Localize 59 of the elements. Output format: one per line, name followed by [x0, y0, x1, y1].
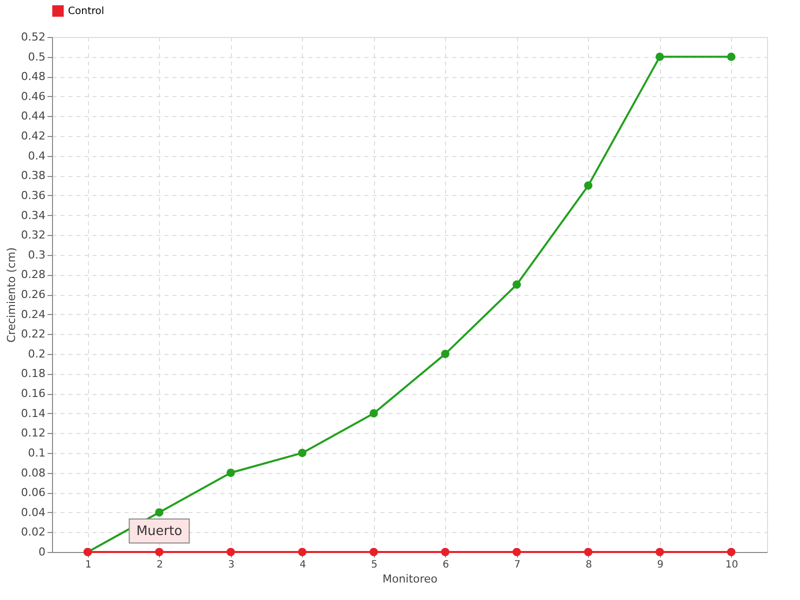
point	[298, 548, 306, 556]
x-tick-label: 2	[156, 560, 163, 570]
y-tick-label: 0.04	[21, 506, 46, 519]
y-tick-label: 0.42	[21, 130, 46, 143]
y-tick-label: 0.34	[21, 208, 46, 222]
point	[656, 548, 664, 556]
y-tick-label: 0.18	[21, 367, 46, 380]
point	[441, 350, 450, 358]
y-tick-label: 0.12	[21, 426, 46, 440]
annotation: Muerto	[136, 524, 182, 539]
x-tick-label: 7	[514, 560, 520, 570]
point	[370, 409, 378, 418]
point	[584, 181, 592, 190]
x-tick-label: 1	[85, 560, 92, 570]
y-tick-label: 0.22	[21, 328, 46, 341]
point	[656, 52, 664, 61]
y-axis-title: Crecimiento (cm)	[5, 247, 18, 343]
x-tick-label: 3	[228, 560, 234, 570]
y-tick-label: 0.28	[21, 268, 46, 282]
x-tick-label: 9	[657, 560, 664, 570]
legend-label: Control	[68, 6, 104, 17]
y-tick-label: 0.38	[21, 169, 46, 182]
y-tick-label: 0.1	[28, 446, 46, 460]
point	[155, 548, 164, 556]
point	[727, 52, 736, 61]
y-tick-label: 0.02	[21, 526, 46, 539]
point	[584, 548, 592, 556]
y-tick-label: 0.26	[21, 288, 46, 301]
y-tick-label: 0.14	[21, 406, 46, 420]
point	[370, 548, 378, 556]
x-axis-title: Monitoreo	[382, 572, 438, 586]
y-tick-label: 0.44	[21, 110, 46, 123]
y-tick-label: 0.5	[28, 50, 46, 64]
x-tick-label: 5	[371, 560, 378, 570]
y-tick-label: 0.08	[21, 466, 46, 480]
point	[155, 508, 164, 517]
x-tick-label: 6	[442, 560, 449, 570]
y-tick-label: 0.52	[21, 30, 46, 44]
point	[226, 468, 235, 477]
y-tick-label: 0.32	[21, 228, 46, 242]
point	[512, 548, 521, 556]
point	[298, 448, 306, 458]
x-tick-label: 8	[586, 560, 592, 570]
y-tick-label: 0.4	[28, 149, 46, 162]
point	[727, 548, 736, 556]
x-tick-label: 4	[300, 560, 306, 570]
point	[441, 548, 450, 556]
y-tick-label: 0	[38, 546, 46, 558]
point	[226, 548, 235, 556]
x-tick-label: 10	[725, 560, 738, 570]
point	[512, 280, 521, 289]
y-tick-label: 0.46	[21, 90, 46, 103]
y-tick-label: 0.2	[28, 347, 46, 360]
y-tick-label: 0.06	[21, 486, 46, 500]
y-tick-label: 0.48	[21, 70, 46, 84]
y-tick-label: 0.24	[21, 308, 46, 321]
y-tick-label: 0.16	[21, 387, 46, 400]
y-tick-label: 0.3	[28, 248, 46, 262]
y-tick-label: 0.36	[21, 188, 46, 202]
